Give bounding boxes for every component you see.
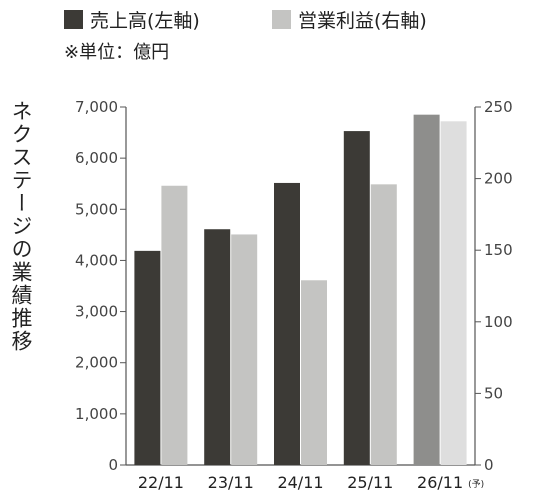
right-tick-label: 50 [484,384,503,402]
bar-profit [301,280,327,465]
category-label: 22/11 [138,473,184,492]
labels: 0 1,000 2,000 3,000 4,000 5,000 6,000 7,000 0 50 1… [75,98,513,492]
left-tick-label: 7,000 [75,98,118,116]
left-tick-label: 3,000 [75,303,118,321]
left-tick-label: 2,000 [75,354,118,372]
legend-label-profit: 営業利益(右軸) [298,10,427,32]
right-tick-label: 250 [484,98,513,116]
legend-swatch-sales [64,10,83,29]
unit-note: ※単位：億円 [64,42,169,63]
bar-profit [370,184,397,465]
bar-sales [343,131,370,465]
legend-swatch-profit [272,10,291,29]
right-tick-label: 150 [484,241,513,259]
bar-profit [161,185,188,465]
category-note: (予) [468,479,484,490]
bar-sales [204,229,231,465]
left-tick-label: 1,000 [75,405,118,423]
left-tick-label: 6,000 [75,149,118,167]
right-tick-label: 100 [484,313,513,331]
left-tick-label: 5,000 [75,200,118,218]
category-label: 24/11 [277,473,323,492]
chart-title: ネクステージの業績推移 [9,100,33,353]
bar-sales [413,114,440,466]
bar-sales [134,250,161,465]
right-tick-label: 200 [484,170,513,188]
bar-sales [274,182,300,465]
category-label: 25/11 [347,473,393,492]
bar-profit [440,121,467,465]
bar-profit [231,234,258,465]
legend-label-sales: 売上高(左軸) [90,10,200,32]
category-label: 26/11 [417,473,463,492]
category-label: 23/11 [208,473,254,492]
bars [134,114,467,466]
left-tick-label: 4,000 [75,251,118,269]
right-tick-label: 0 [484,456,494,474]
left-tick-label: 0 [108,456,118,474]
